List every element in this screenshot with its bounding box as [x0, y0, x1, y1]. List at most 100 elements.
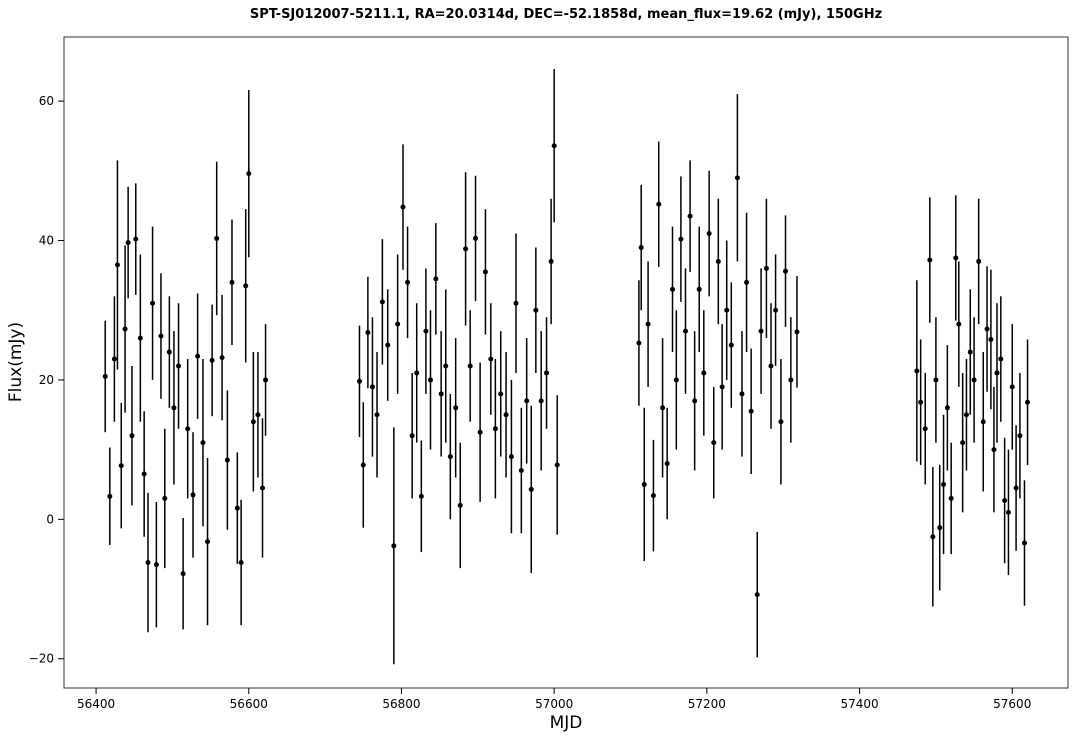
data-point — [427, 377, 433, 383]
data-point — [538, 398, 544, 404]
data-point — [994, 370, 1000, 376]
data-point — [660, 405, 666, 411]
data-point — [533, 307, 539, 313]
data-point — [214, 235, 220, 241]
data-point — [518, 468, 524, 474]
data-point — [998, 356, 1004, 362]
data-point — [967, 349, 973, 355]
data-point — [794, 329, 800, 335]
data-point — [195, 353, 201, 359]
data-point — [137, 335, 143, 341]
data-point — [1013, 485, 1019, 491]
data-point — [365, 330, 371, 336]
data-point — [443, 363, 449, 369]
data-point — [914, 368, 920, 374]
data-point — [205, 539, 211, 545]
data-point — [678, 236, 684, 242]
data-point — [1009, 384, 1015, 390]
data-point — [930, 534, 936, 540]
data-point — [418, 493, 424, 499]
data-point — [477, 429, 483, 435]
data-point — [513, 300, 519, 306]
data-point — [158, 333, 164, 339]
data-point — [385, 342, 391, 348]
data-point — [937, 525, 943, 531]
data-point — [122, 326, 128, 332]
y-axis-label: Flux(mJy) — [6, 322, 26, 402]
data-point — [991, 447, 997, 453]
data-point — [971, 377, 977, 383]
data-point — [960, 440, 966, 446]
data-point — [645, 321, 651, 327]
data-point — [984, 326, 990, 332]
x-tick-label: 56600 — [230, 697, 268, 711]
data-point — [687, 213, 693, 219]
data-point — [209, 357, 215, 363]
x-tick-label: 57200 — [688, 697, 726, 711]
x-tick-label: 57600 — [993, 697, 1031, 711]
data-point — [250, 419, 256, 425]
data-point — [457, 502, 463, 508]
data-point — [711, 440, 717, 446]
data-point — [246, 171, 252, 177]
x-tick-label: 56800 — [382, 697, 420, 711]
data-point — [734, 175, 740, 181]
x-axis-label: MJD — [550, 713, 583, 733]
data-point — [922, 426, 928, 432]
data-point — [171, 405, 177, 411]
data-point — [488, 356, 494, 362]
data-point — [414, 370, 420, 376]
data-point — [682, 328, 688, 334]
data-point — [224, 457, 230, 463]
data-point — [754, 592, 760, 598]
data-point — [405, 279, 411, 285]
data-point — [374, 412, 380, 418]
data-point — [551, 143, 557, 149]
data-point — [918, 399, 924, 405]
data-point — [503, 412, 509, 418]
data-point — [778, 419, 784, 425]
data-point — [783, 268, 789, 274]
data-point — [234, 505, 240, 511]
data-point — [508, 454, 514, 460]
data-point — [758, 328, 764, 334]
data-point — [941, 481, 947, 487]
data-point — [447, 454, 453, 460]
plot-frame — [63, 36, 1069, 689]
data-point — [1025, 399, 1031, 405]
data-point — [664, 461, 670, 467]
data-point — [953, 255, 959, 261]
data-point — [744, 279, 750, 285]
y-tick-label: 20 — [39, 373, 54, 387]
data-point — [400, 204, 406, 210]
data-point — [102, 373, 108, 379]
data-point — [927, 257, 933, 263]
y-tick-label: 40 — [39, 234, 54, 248]
data-point — [933, 377, 939, 383]
data-point — [948, 495, 954, 501]
data-point — [650, 493, 656, 499]
data-point — [1021, 540, 1027, 546]
data-point — [391, 543, 397, 549]
data-point — [162, 495, 168, 501]
data-point — [748, 408, 754, 414]
y-tick-label: −20 — [29, 652, 54, 666]
data-point — [548, 258, 554, 264]
data-point — [701, 370, 707, 376]
data-point — [544, 370, 550, 376]
data-point — [433, 276, 439, 282]
data-point — [150, 300, 156, 306]
data-point — [107, 493, 113, 499]
data-point — [706, 231, 712, 237]
data-point — [524, 398, 530, 404]
data-point — [980, 419, 986, 425]
y-tick-label: 0 — [46, 512, 54, 526]
data-point — [473, 235, 479, 241]
data-point — [200, 440, 206, 446]
data-point — [190, 492, 196, 498]
x-tick-label: 57400 — [840, 697, 878, 711]
data-point — [963, 412, 969, 418]
data-point — [125, 240, 131, 246]
data-point — [379, 299, 385, 305]
data-point — [554, 462, 560, 468]
